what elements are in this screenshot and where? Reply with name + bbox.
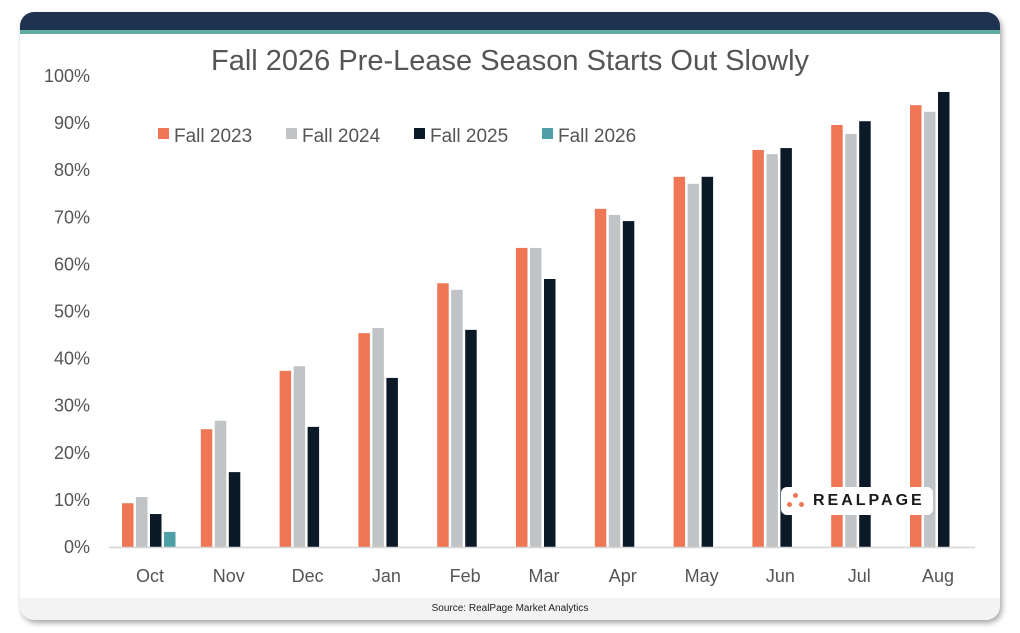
- bar-fall-2025-jul: [859, 121, 871, 547]
- logo-dot: [787, 502, 792, 507]
- bar-fall-2024-jul: [845, 133, 857, 548]
- y-tick-label: 30%: [54, 396, 90, 416]
- y-tick-label: 10%: [54, 490, 90, 510]
- bar-fall-2023-nov: [200, 429, 213, 547]
- chart-title: Fall 2026 Pre-Lease Season Starts Out Sl…: [211, 45, 810, 77]
- bar-fall-2024-feb: [451, 289, 463, 547]
- bar-fall-2023-aug: [910, 105, 922, 548]
- bar-fall-2023-oct: [122, 503, 134, 547]
- legend-label: Fall 2024: [302, 126, 381, 147]
- bar-fall-2024-dec: [293, 366, 306, 547]
- accent-stripe: [20, 30, 1000, 34]
- legend-label: Fall 2025: [430, 126, 508, 147]
- bar-fall-2025-jun: [780, 148, 792, 548]
- bar-fall-2025-feb: [465, 329, 477, 547]
- bar-fall-2023-jun: [752, 149, 764, 547]
- legend-swatch: [286, 128, 297, 139]
- x-tick-label: Nov: [213, 566, 245, 586]
- logo-dot: [793, 493, 798, 498]
- footer-bar: Source: RealPage Market Analytics: [20, 598, 1000, 620]
- bar-fall-2025-dec: [307, 426, 320, 547]
- y-tick-label: 60%: [54, 254, 90, 274]
- bar-fall-2024-aug: [924, 111, 936, 548]
- x-tick-label: Oct: [136, 566, 164, 586]
- bar-fall-2026-oct: [164, 531, 176, 547]
- bar-fall-2023-feb: [437, 283, 449, 547]
- legend-label: Fall 2026: [558, 126, 636, 147]
- x-tick-label: Jan: [372, 566, 401, 586]
- bar-fall-2025-oct: [150, 514, 162, 547]
- source-note: Source: RealPage Market Analytics: [431, 603, 589, 614]
- realpage-logo: REALPAGE: [781, 487, 933, 515]
- bar-fall-2023-mar: [516, 247, 528, 548]
- y-tick-label: 40%: [54, 349, 90, 369]
- x-tick-label: Aug: [922, 566, 954, 586]
- logo-text: REALPAGE: [813, 492, 925, 509]
- bar-fall-2024-jan: [372, 327, 384, 547]
- y-tick-label: 90%: [54, 113, 90, 133]
- bar-fall-2024-jun: [766, 154, 778, 547]
- legend-label: Fall 2023: [174, 126, 252, 147]
- legend-swatch: [414, 128, 425, 139]
- bar-fall-2024-nov: [214, 420, 227, 547]
- bar-fall-2023-may: [673, 176, 686, 547]
- bar-fall-2025-jan: [386, 377, 398, 547]
- x-tick-label: Jul: [848, 566, 871, 586]
- y-tick-label: 100%: [44, 66, 90, 86]
- bar-fall-2023-apr: [594, 208, 607, 547]
- y-tick-label: 70%: [54, 207, 90, 227]
- bar-fall-2023-jul: [831, 124, 843, 547]
- y-tick-label: 0%: [64, 537, 90, 557]
- bar-fall-2025-may: [701, 176, 714, 547]
- x-tick-label: Jun: [766, 566, 795, 586]
- x-tick-label: Dec: [292, 566, 324, 586]
- bar-fall-2025-nov: [228, 472, 241, 547]
- y-tick-label: 50%: [54, 302, 90, 322]
- bar-fall-2024-may: [687, 183, 700, 547]
- y-tick-label: 20%: [54, 443, 90, 463]
- legend-swatch: [158, 128, 169, 139]
- bar-fall-2025-mar: [544, 279, 556, 547]
- x-tick-label: May: [685, 566, 719, 586]
- y-tick-label: 80%: [54, 160, 90, 180]
- header-bar: [20, 12, 1000, 30]
- x-tick-label: Feb: [450, 566, 481, 586]
- bar-fall-2023-dec: [279, 370, 292, 547]
- x-tick-label: Apr: [609, 566, 637, 586]
- logo-dot: [799, 502, 804, 507]
- x-tick-label: Mar: [529, 566, 560, 586]
- bar-fall-2024-apr: [608, 214, 621, 547]
- bar-fall-2025-apr: [622, 221, 635, 547]
- bar-fall-2024-oct: [136, 497, 148, 547]
- bar-fall-2025-aug: [938, 92, 950, 547]
- bar-fall-2023-jan: [358, 333, 370, 547]
- legend-swatch: [542, 128, 553, 139]
- bar-fall-2024-mar: [530, 247, 542, 548]
